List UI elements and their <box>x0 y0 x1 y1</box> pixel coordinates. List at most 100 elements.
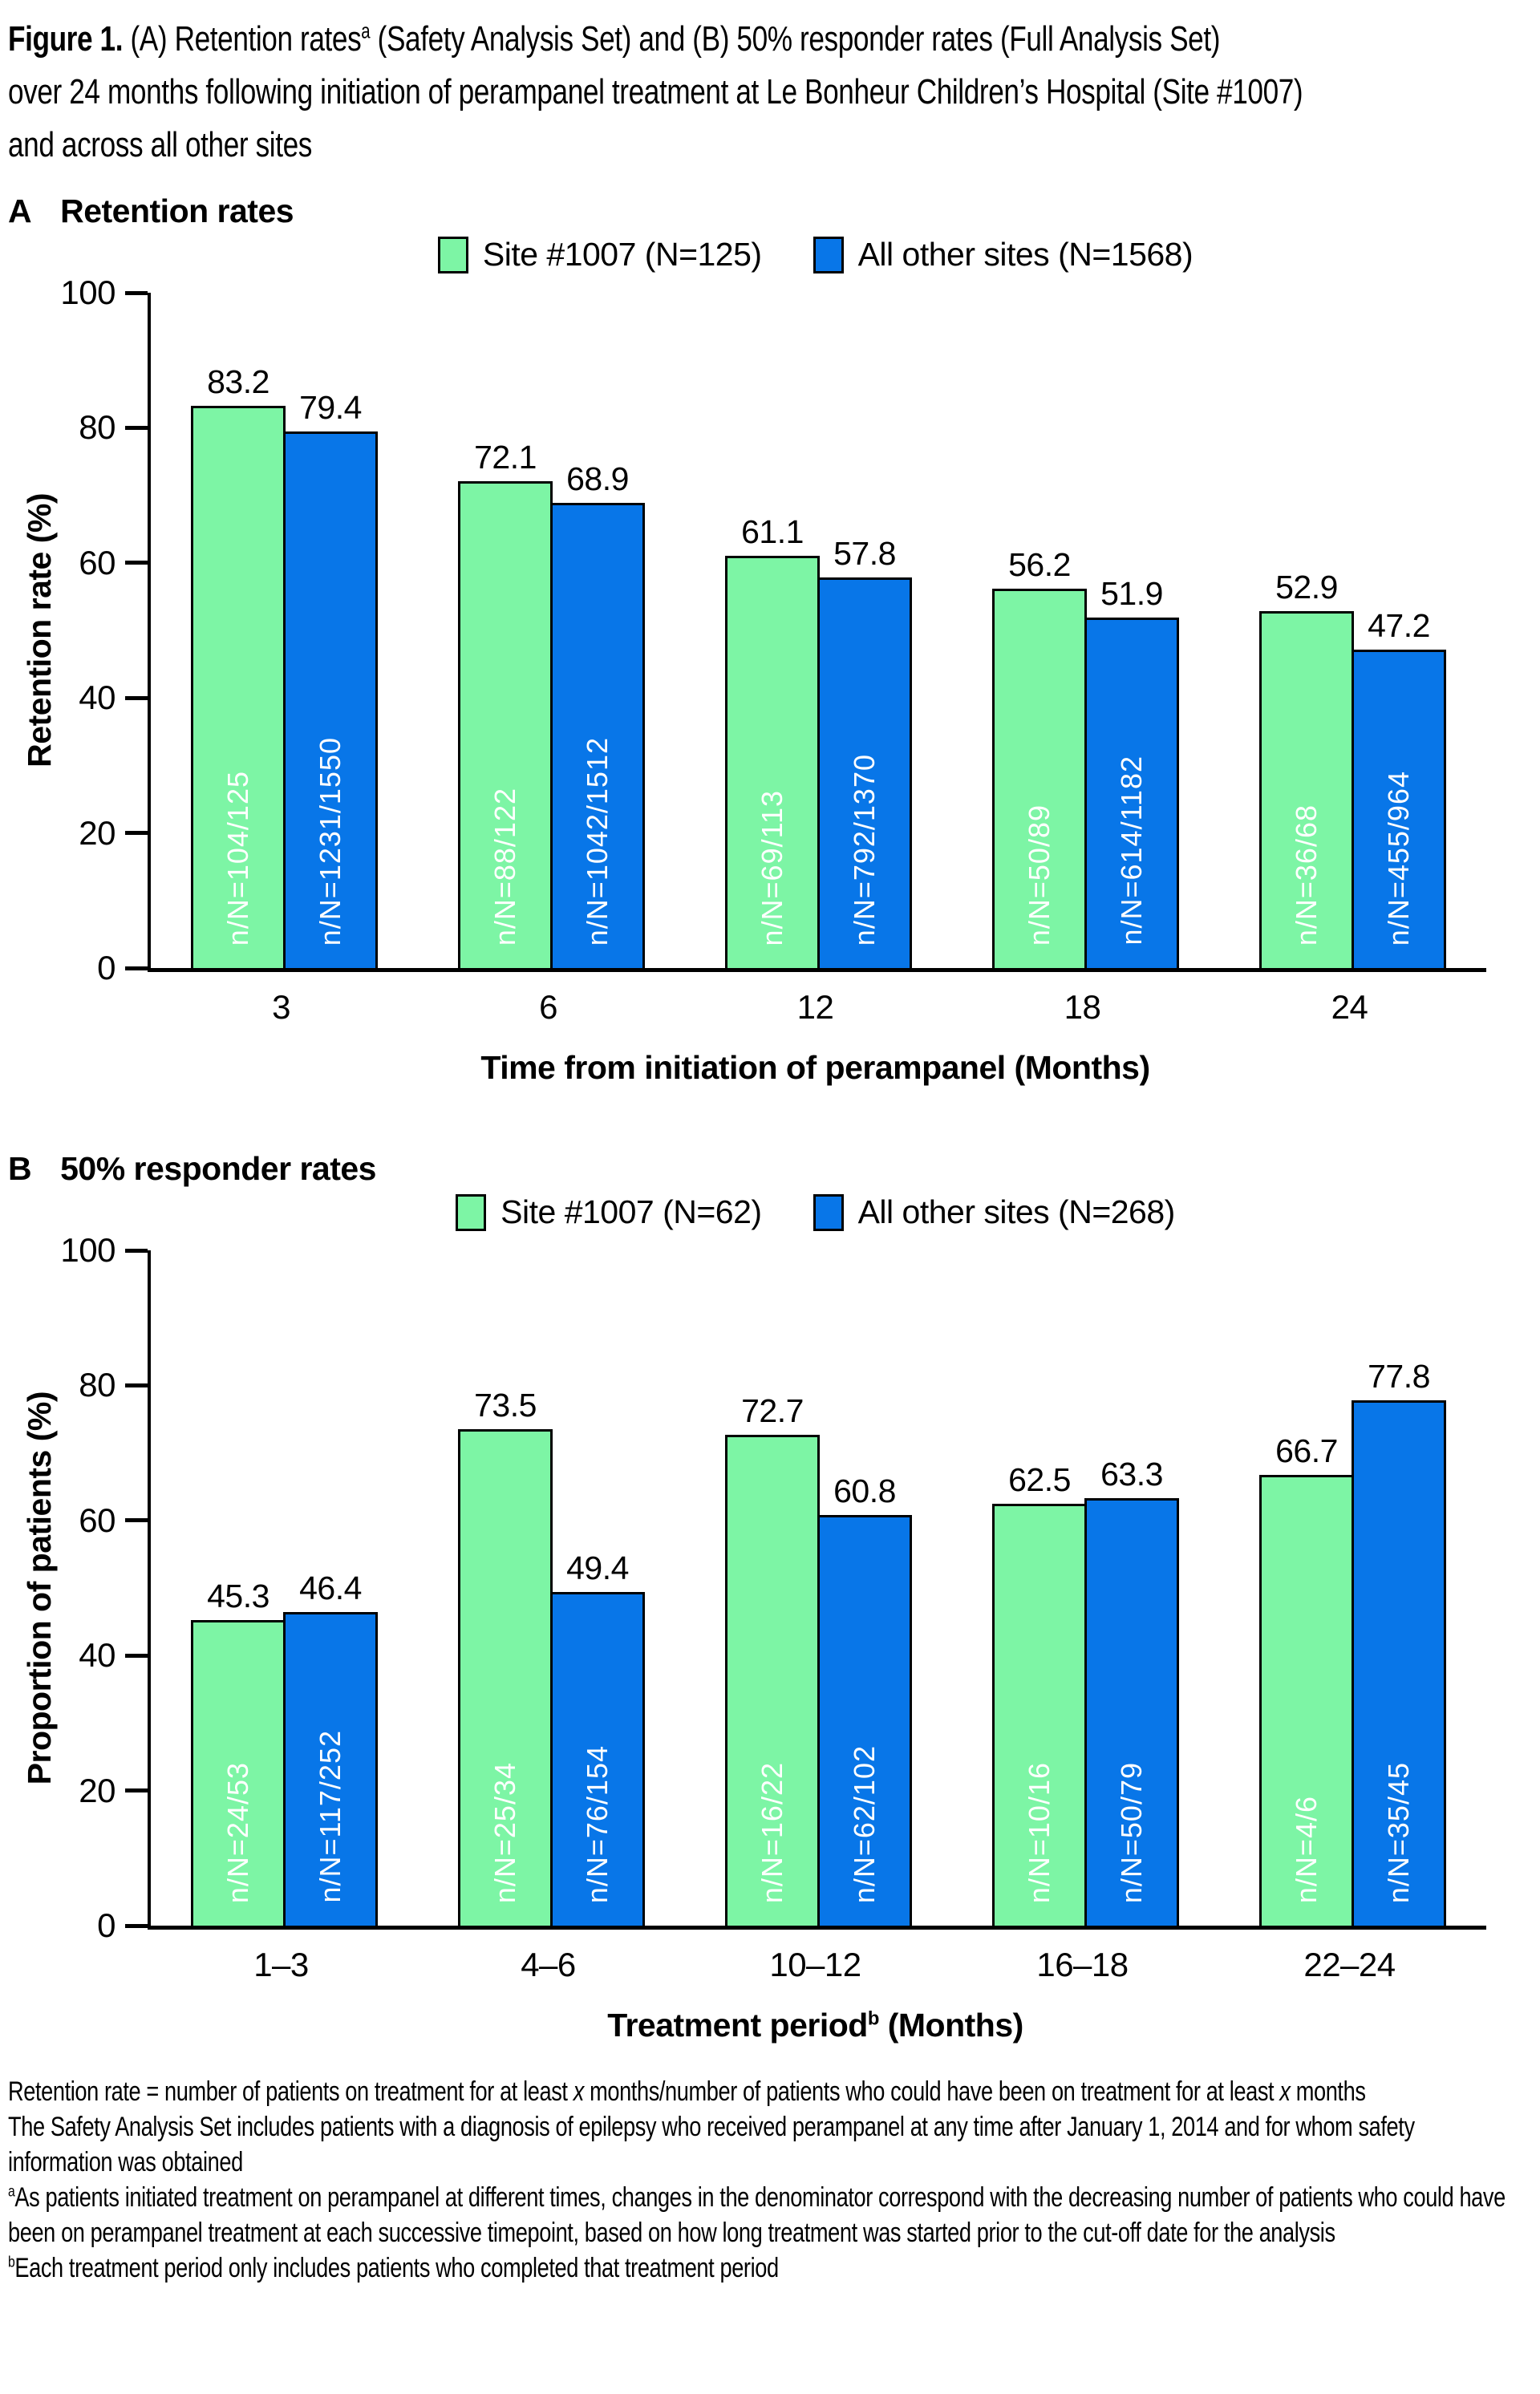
panel-a-x-axis-title: Time from initiation of perampanel (Mont… <box>148 1049 1483 1087</box>
bar-n-over-N-label: n/N=1231/1550 <box>314 736 346 946</box>
bar-n-over-N-label: n/N=36/68 <box>1290 804 1323 946</box>
bar-value-label: 47.2 <box>1368 606 1430 644</box>
text-segment: Time from initiation of perampanel (Mont… <box>480 1049 1150 1086</box>
bar-series1-group-12: 57.8 n/N=792/1370 <box>817 535 912 968</box>
legend-swatch-0 <box>456 1193 487 1231</box>
bar-series0-group-4–6: 73.5 n/N=25/34 <box>458 1387 553 1926</box>
bar-n-over-N-label: n/N=50/89 <box>1023 804 1056 946</box>
footnote-a: aAs patients initiated treatment on pera… <box>8 2180 1510 2250</box>
bar-value-label: 46.4 <box>299 1570 362 1607</box>
y-tick-mark-60 <box>125 1518 148 1523</box>
bar-n-over-N-label: n/N=1042/1512 <box>581 736 614 946</box>
panel-b-y-axis-title: Proportion of patients (%) <box>21 1250 59 1926</box>
bar-value-label: 66.7 <box>1275 1432 1338 1470</box>
bar-n-over-N-label: n/N=88/122 <box>488 787 521 946</box>
y-tick-mark-80 <box>125 1383 148 1387</box>
bar-value-label: 72.1 <box>474 438 537 476</box>
text-segment: Treatment period <box>607 2007 868 2044</box>
text-segment: x <box>1279 2076 1291 2107</box>
y-tick-label-100: 100 <box>60 273 116 311</box>
legend-label-0: Site #1007 (N=62) <box>500 1193 762 1230</box>
bar-series0-group-22–24: 66.7 n/N=4/6 <box>1259 1432 1354 1926</box>
text-segment: Each treatment period only includes pati… <box>14 2253 779 2283</box>
bar-series0-group-6: 72.1 n/N=88/122 <box>458 439 553 968</box>
x-tick-label-22–24: 22–24 <box>1303 1946 1396 1983</box>
y-tick-mark-60 <box>125 561 148 565</box>
panel-a-heading: A Retention rates <box>8 192 294 230</box>
legend-item-0: Site #1007 (N=125) <box>437 236 762 273</box>
bar-value-label: 72.7 <box>741 1391 804 1429</box>
panel-a-plot: 0 20 40 60 80 100 83.2 n/N=104/125 79.4 n/N=1231/… <box>60 273 1486 986</box>
y-tick-mark-0 <box>125 966 148 970</box>
y-tick-label-60: 60 <box>79 543 116 581</box>
bar-n-over-N-label: n/N=16/22 <box>756 1761 788 1903</box>
bar-series1-group-3: 79.4 n/N=1231/1550 <box>283 389 378 968</box>
legend-label-1: All other sites (N=268) <box>857 1193 1176 1230</box>
bar-n-over-N-label: n/N=25/34 <box>488 1761 521 1903</box>
bar-series1-group-24: 47.2 n/N=455/964 <box>1352 607 1446 968</box>
y-tick-0: 0 <box>0 1906 148 1945</box>
text-segment: (A) Retention rates <box>123 19 362 59</box>
y-tick-mark-20 <box>125 831 148 836</box>
bar-group-24: 52.9 n/N=36/68 47.2 n/N=455/964 <box>1219 293 1486 968</box>
bar-series0-group-12: 61.1 n/N=69/113 <box>725 513 820 968</box>
x-tick-label-1–3: 1–3 <box>253 1946 309 1983</box>
bar-value-label: 63.3 <box>1100 1456 1163 1493</box>
bar-value-label: 57.8 <box>833 535 896 573</box>
panel-b-letter: B <box>8 1150 32 1187</box>
y-tick-100: 100 <box>0 273 148 312</box>
bar-value-label: 68.9 <box>566 460 629 497</box>
bar-series0-group-10–12: 72.7 n/N=16/22 <box>725 1392 820 1926</box>
bar-value-label: 60.8 <box>833 1472 896 1510</box>
bar-n-over-N-label: n/N=10/16 <box>1023 1761 1056 1903</box>
bar-group-1–3: 45.3 n/N=24/53 46.4 n/N=117/252 <box>151 1250 418 1926</box>
panel-b-heading-text: 50% responder rates <box>60 1150 376 1187</box>
y-tick-mark-0 <box>125 1923 148 1928</box>
y-tick-label-80: 80 <box>79 408 116 447</box>
bar-series0-group-24: 52.9 n/N=36/68 <box>1259 569 1354 968</box>
bar-n-over-N-label: n/N=76/154 <box>581 1744 614 1903</box>
bar-group-10–12: 72.7 n/N=16/22 60.8 n/N=62/102 <box>685 1250 952 1926</box>
text-segment: Figure 1. <box>8 19 124 59</box>
panel-b-x-axis-title: Treatment periodb (Months) <box>148 2007 1483 2044</box>
legend-item-1: All other sites (N=1568) <box>813 236 1194 273</box>
bar-series1-group-6: 68.9 n/N=1042/1512 <box>550 460 645 968</box>
x-tick-label-18: 18 <box>1064 988 1101 1026</box>
text-segment: months/number of patients who could have… <box>583 2076 1280 2107</box>
y-tick-label-20: 20 <box>79 1771 116 1809</box>
bar-n-over-N-label: n/N=4/6 <box>1290 1795 1323 1903</box>
x-tick-label-4–6: 4–6 <box>521 1946 576 1983</box>
bar-value-label: 45.3 <box>207 1577 270 1614</box>
y-tick-label-100: 100 <box>60 1231 116 1269</box>
bar-value-label: 51.9 <box>1100 575 1163 613</box>
bar-n-over-N-label: n/N=35/45 <box>1382 1761 1415 1903</box>
bar-group-12: 61.1 n/N=69/113 57.8 n/N=792/1370 <box>685 293 952 968</box>
figure-title-line-1: Figure 1. (A) Retention ratesa (Safety A… <box>8 13 1227 66</box>
legend-item-1: All other sites (N=268) <box>813 1193 1175 1231</box>
x-tick-label-24: 24 <box>1331 988 1368 1026</box>
text-segment: The Safety Analysis Set includes patient… <box>8 2112 1415 2177</box>
y-tick-40: 40 <box>0 679 148 717</box>
bar-group-18: 56.2 n/N=50/89 51.9 n/N=614/1182 <box>952 293 1219 968</box>
bar-n-over-N-label: n/N=104/125 <box>221 770 254 946</box>
panel-b-legend: Site #1007 (N=62) All other sites (N=268) <box>148 1193 1483 1231</box>
panel-b-heading: B 50% responder rates <box>8 1150 376 1188</box>
panel-b-plot: 0 20 40 60 80 100 45.3 n/N=24/53 46.4 n/N=117/252… <box>60 1231 1486 1944</box>
y-tick-mark-80 <box>125 425 148 430</box>
legend-label-1: All other sites (N=1568) <box>857 236 1194 273</box>
bar-n-over-N-label: n/N=69/113 <box>756 789 788 946</box>
text-segment: (Months) <box>878 2007 1024 2044</box>
bar-value-label: 52.9 <box>1275 568 1338 606</box>
text-segment: b <box>867 2007 880 2030</box>
x-tick-label-6: 6 <box>539 988 557 1026</box>
bar-series1-group-16–18: 63.3 n/N=50/79 <box>1084 1456 1179 1926</box>
bar-value-label: 83.2 <box>207 363 270 401</box>
bar-value-label: 77.8 <box>1368 1357 1430 1395</box>
y-tick-mark-40 <box>125 695 148 700</box>
y-tick-20: 20 <box>0 814 148 853</box>
y-tick-100: 100 <box>0 1231 148 1270</box>
bar-value-label: 56.2 <box>1008 545 1071 583</box>
bar-series0-group-1–3: 45.3 n/N=24/53 <box>191 1578 286 1926</box>
bar-series0-group-16–18: 62.5 n/N=10/16 <box>992 1461 1087 1926</box>
bar-series1-group-18: 51.9 n/N=614/1182 <box>1084 575 1179 968</box>
